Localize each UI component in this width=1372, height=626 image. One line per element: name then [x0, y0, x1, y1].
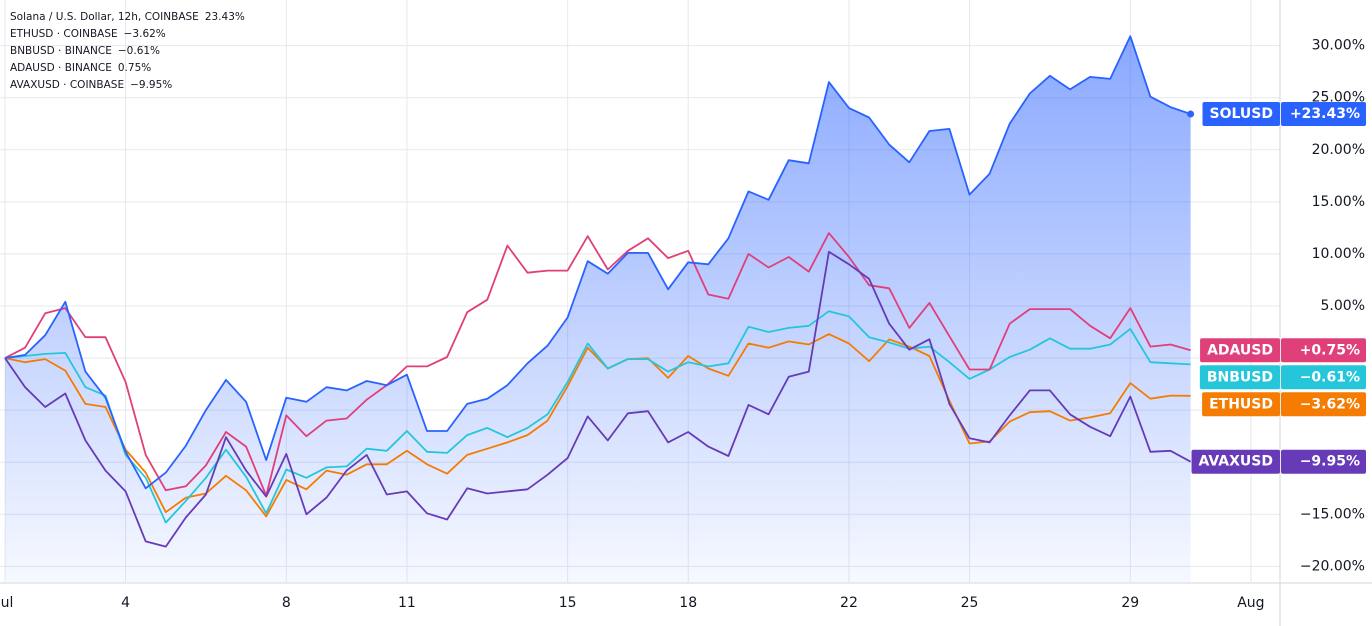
y-tick-label: −20.00%	[1300, 558, 1365, 574]
x-tick-label: Aug	[1237, 595, 1264, 611]
x-tick-label: 29	[1121, 595, 1139, 611]
y-tick-label: 20.00%	[1312, 142, 1365, 158]
price-tag: AVAXUSD −9.95%	[1191, 449, 1366, 474]
tag-value-bg	[1281, 365, 1366, 390]
line	[4, 310, 1191, 524]
legend-change: 23.43%	[205, 11, 245, 23]
legend-label[interactable]: AVAXUSD · COINBASE	[10, 79, 124, 91]
line	[4, 35, 1191, 490]
y-tick-label: −15.00%	[1300, 506, 1365, 522]
tag-name-bg	[1191, 449, 1280, 474]
tag-value-bg	[1281, 102, 1366, 127]
price-tag: BNBUSD −0.61%	[1199, 365, 1366, 390]
tag-value: +0.75%	[1300, 342, 1360, 358]
price-tag: SOLUSD +23.43%	[1202, 102, 1366, 127]
x-tick-label: 25	[961, 595, 979, 611]
tag-name-bg	[1202, 392, 1280, 417]
line	[4, 250, 1192, 548]
x-tick-label: 15	[559, 595, 577, 611]
x-tick-label: Jul	[0, 595, 13, 611]
legend-change: −9.95%	[130, 79, 172, 91]
legend-label[interactable]: ADAUSD · BINANCE	[10, 62, 112, 74]
tag-name-bg	[1202, 102, 1280, 127]
last-point	[1187, 110, 1195, 118]
x-tick-label: 22	[840, 595, 858, 611]
tag-value-bg	[1281, 338, 1366, 363]
tag-value: +23.43%	[1290, 106, 1360, 122]
tag-name: ETHUSD	[1209, 396, 1273, 412]
legend-change: 0.75%	[118, 62, 151, 74]
area	[5, 36, 1191, 582]
y-tick-label: 30.00%	[1312, 38, 1365, 54]
y-tick-label: 15.00%	[1312, 194, 1365, 210]
price-tag: ETHUSD −3.62%	[1202, 392, 1366, 417]
tag-name: ADAUSD	[1207, 342, 1273, 358]
tag-name: AVAXUSD	[1199, 454, 1273, 470]
tag-value-bg	[1281, 392, 1366, 417]
tag-name-bg	[1200, 338, 1280, 363]
legend: Solana / U.S. Dollar, 12h, COINBASE 23.43…	[10, 11, 245, 91]
tag-value: −3.62%	[1300, 396, 1360, 412]
price-tag: ADAUSD +0.75%	[1200, 338, 1366, 363]
legend-change: −0.61%	[118, 45, 160, 57]
line	[4, 232, 1191, 497]
y-tick-label: 5.00%	[1321, 298, 1365, 314]
x-tick-label: 8	[282, 595, 291, 611]
legend-change: −3.62%	[124, 28, 166, 40]
tag-name-bg	[1199, 365, 1280, 390]
tag-name: BNBUSD	[1207, 369, 1273, 385]
plot-area	[4, 35, 1195, 582]
x-tick-label: 4	[121, 595, 130, 611]
y-tick-label: 25.00%	[1312, 90, 1365, 106]
x-tick-label: 18	[679, 595, 697, 611]
legend-label[interactable]: Solana / U.S. Dollar, 12h, COINBASE	[10, 11, 199, 23]
tag-value-bg	[1281, 449, 1366, 474]
legend-label[interactable]: ETHUSD · COINBASE	[10, 28, 118, 40]
x-tick-label: 11	[398, 595, 416, 611]
tag-name: SOLUSD	[1210, 106, 1273, 122]
legend-label[interactable]: BNBUSD · BINANCE	[10, 45, 112, 57]
y-tick-label: 10.00%	[1312, 246, 1365, 262]
tag-value: −9.95%	[1300, 454, 1360, 470]
price-tags: SOLUSD +23.43% ETHUSD −3.62% BNBUSD −0.61% ADA…	[1191, 102, 1366, 474]
tag-value: −0.61%	[1300, 369, 1360, 385]
